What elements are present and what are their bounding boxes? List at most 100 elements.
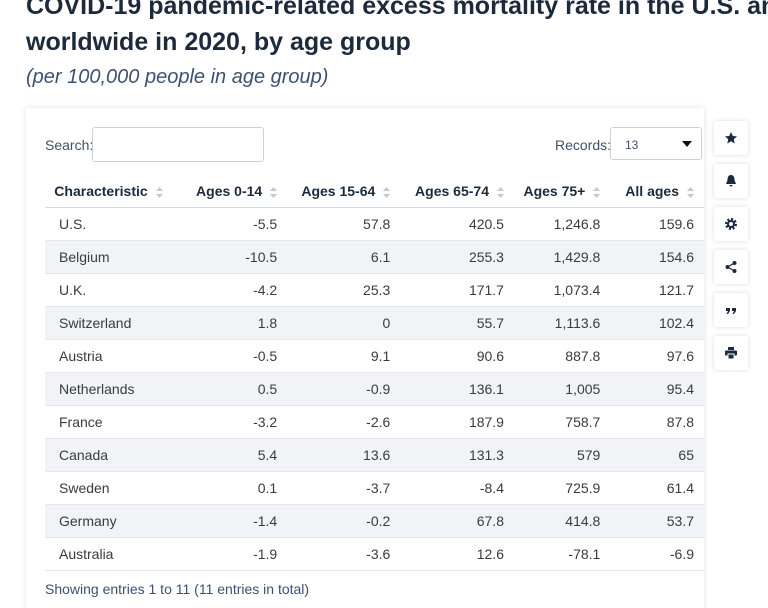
table-cell: Belgium	[45, 240, 182, 274]
table-cell: 55.7	[400, 306, 514, 340]
data-table: Characteristic Ages 0-14 Ages 15-64 Ages 65…	[45, 175, 704, 571]
settings-button[interactable]	[714, 207, 748, 241]
table-cell: 420.5	[400, 207, 514, 241]
table-cell: -1.4	[182, 504, 288, 538]
table-cell: -10.5	[182, 240, 288, 274]
share-button[interactable]	[714, 250, 748, 284]
table-cell: France	[45, 405, 182, 439]
table-cell: 12.6	[400, 537, 514, 571]
records-select[interactable]: 13	[610, 127, 702, 160]
sort-icon	[687, 186, 694, 198]
table-cell: 13.6	[287, 438, 401, 472]
table-cell: 9.1	[287, 339, 401, 373]
alert-button[interactable]	[714, 164, 748, 198]
table-cell: Austria	[45, 339, 182, 373]
table-row: Austria -0.5 9.1 90.6 887.8 97.6	[45, 339, 704, 373]
share-icon	[725, 261, 737, 273]
table-cell: 61.4	[610, 471, 704, 505]
table-cell: 57.8	[287, 207, 401, 241]
table-cell: U.K.	[45, 273, 182, 307]
table-card: Search: Records: 13 Characteristic Ages 0…	[26, 108, 704, 608]
title-line: worldwide in 2020, by age group	[26, 28, 411, 56]
column-header-text: Ages 75+	[523, 183, 586, 199]
table-cell: 1,429.8	[513, 240, 611, 274]
header-row: Characteristic Ages 0-14 Ages 15-64 Ages 65…	[45, 175, 704, 208]
column-header-text: Ages 0-14	[196, 183, 263, 199]
table-cell: Netherlands	[45, 372, 182, 406]
table-cell: 1.8	[182, 306, 288, 340]
table-cell: 97.6	[610, 339, 704, 373]
table-cell: 5.4	[182, 438, 288, 472]
table-cell: -78.1	[513, 537, 611, 571]
table-row: France -3.2 -2.6 187.9 758.7 87.8	[45, 405, 704, 439]
column-header-text: Ages 15-64	[301, 183, 376, 199]
search-label: Search:	[45, 137, 94, 153]
table-cell: 159.6	[610, 207, 704, 241]
table-cell: 6.1	[287, 240, 401, 274]
entries-info: Showing entries 1 to 11 (11 entries in t…	[45, 581, 310, 597]
cite-button[interactable]	[714, 293, 748, 327]
column-header[interactable]: Ages 15-64	[287, 175, 401, 208]
table-cell: 90.6	[400, 339, 514, 373]
column-header[interactable]: All ages	[610, 175, 704, 208]
table-cell: 758.7	[513, 405, 611, 439]
bell-icon	[726, 175, 736, 187]
table-cell: 579	[513, 438, 611, 472]
column-header-text: Ages 65-74	[415, 183, 489, 199]
table-cell: -8.4	[400, 471, 514, 505]
column-header[interactable]: Characteristic	[45, 175, 182, 208]
table-cell: Switzerland	[45, 306, 182, 340]
table-row: Netherlands 0.5 -0.9 136.1 1,005 95.4	[45, 372, 704, 406]
sort-icon	[155, 186, 163, 198]
column-header[interactable]: Ages 65-74	[400, 175, 514, 208]
table-cell: -3.7	[287, 471, 401, 505]
table-cell: 1,073.4	[513, 273, 611, 307]
sort-icon	[593, 186, 601, 198]
title-line: COVID-19 pandemic-related excess mortali…	[26, 0, 768, 20]
table-cell: 1,113.6	[513, 306, 611, 340]
dropdown-arrow	[682, 141, 692, 147]
table-row: Germany -1.4 -0.2 67.8 414.8 53.7	[45, 504, 704, 538]
table-cell: -6.9	[610, 537, 704, 571]
sort-icon	[270, 186, 278, 198]
table-row: Canada 5.4 13.6 131.3 579 65	[45, 438, 704, 472]
sort-icon	[383, 186, 391, 198]
table-cell: 136.1	[400, 372, 514, 406]
table-cell: 102.4	[610, 306, 704, 340]
table-row: Australia -1.9 -3.6 12.6 -78.1 -6.9	[45, 537, 704, 571]
table-row: Belgium -10.5 6.1 255.3 1,429.8 154.6	[45, 240, 704, 274]
table-cell: 0.1	[182, 471, 288, 505]
print-button[interactable]	[714, 336, 748, 370]
column-header[interactable]: Ages 75+	[513, 175, 611, 208]
table-cell: -4.2	[182, 273, 288, 307]
table-cell: -3.2	[182, 405, 288, 439]
star-icon	[725, 132, 737, 144]
table-cell: 414.8	[513, 504, 611, 538]
column-header[interactable]: Ages 0-14	[182, 175, 288, 208]
search-input[interactable]	[92, 127, 264, 162]
table-cell: 0	[287, 306, 401, 340]
favorite-button[interactable]	[714, 121, 748, 155]
table-cell: -5.5	[182, 207, 288, 241]
table-cell: 67.8	[400, 504, 514, 538]
table-row: U.S. -5.5 57.8 420.5 1,246.8 159.6	[45, 207, 704, 241]
column-header-text: Characteristic	[54, 183, 148, 199]
table-cell: -0.5	[182, 339, 288, 373]
table-cell: 171.7	[400, 273, 514, 307]
table-cell: 53.7	[610, 504, 704, 538]
print-icon	[725, 347, 737, 359]
sort-icon	[496, 186, 504, 198]
table-cell: 255.3	[400, 240, 514, 274]
table-cell: U.S.	[45, 207, 182, 241]
table-cell: -0.2	[287, 504, 401, 538]
table-cell: 887.8	[513, 339, 611, 373]
table-cell: 154.6	[610, 240, 704, 274]
quote-icon	[726, 308, 736, 314]
records-label: Records:	[555, 137, 612, 153]
table-cell: 95.4	[610, 372, 704, 406]
table-cell: 25.3	[287, 273, 401, 307]
table-cell: Germany	[45, 504, 182, 538]
table-cell: 725.9	[513, 471, 611, 505]
table-cell: Canada	[45, 438, 182, 472]
table-cell: 87.8	[610, 405, 704, 439]
